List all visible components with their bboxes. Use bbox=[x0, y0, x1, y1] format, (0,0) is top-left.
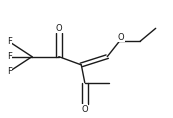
Text: F: F bbox=[7, 67, 12, 76]
Text: O: O bbox=[56, 24, 62, 33]
Text: F: F bbox=[7, 37, 12, 46]
Text: O: O bbox=[118, 33, 124, 42]
Text: O: O bbox=[81, 105, 88, 114]
Text: F: F bbox=[7, 52, 12, 61]
